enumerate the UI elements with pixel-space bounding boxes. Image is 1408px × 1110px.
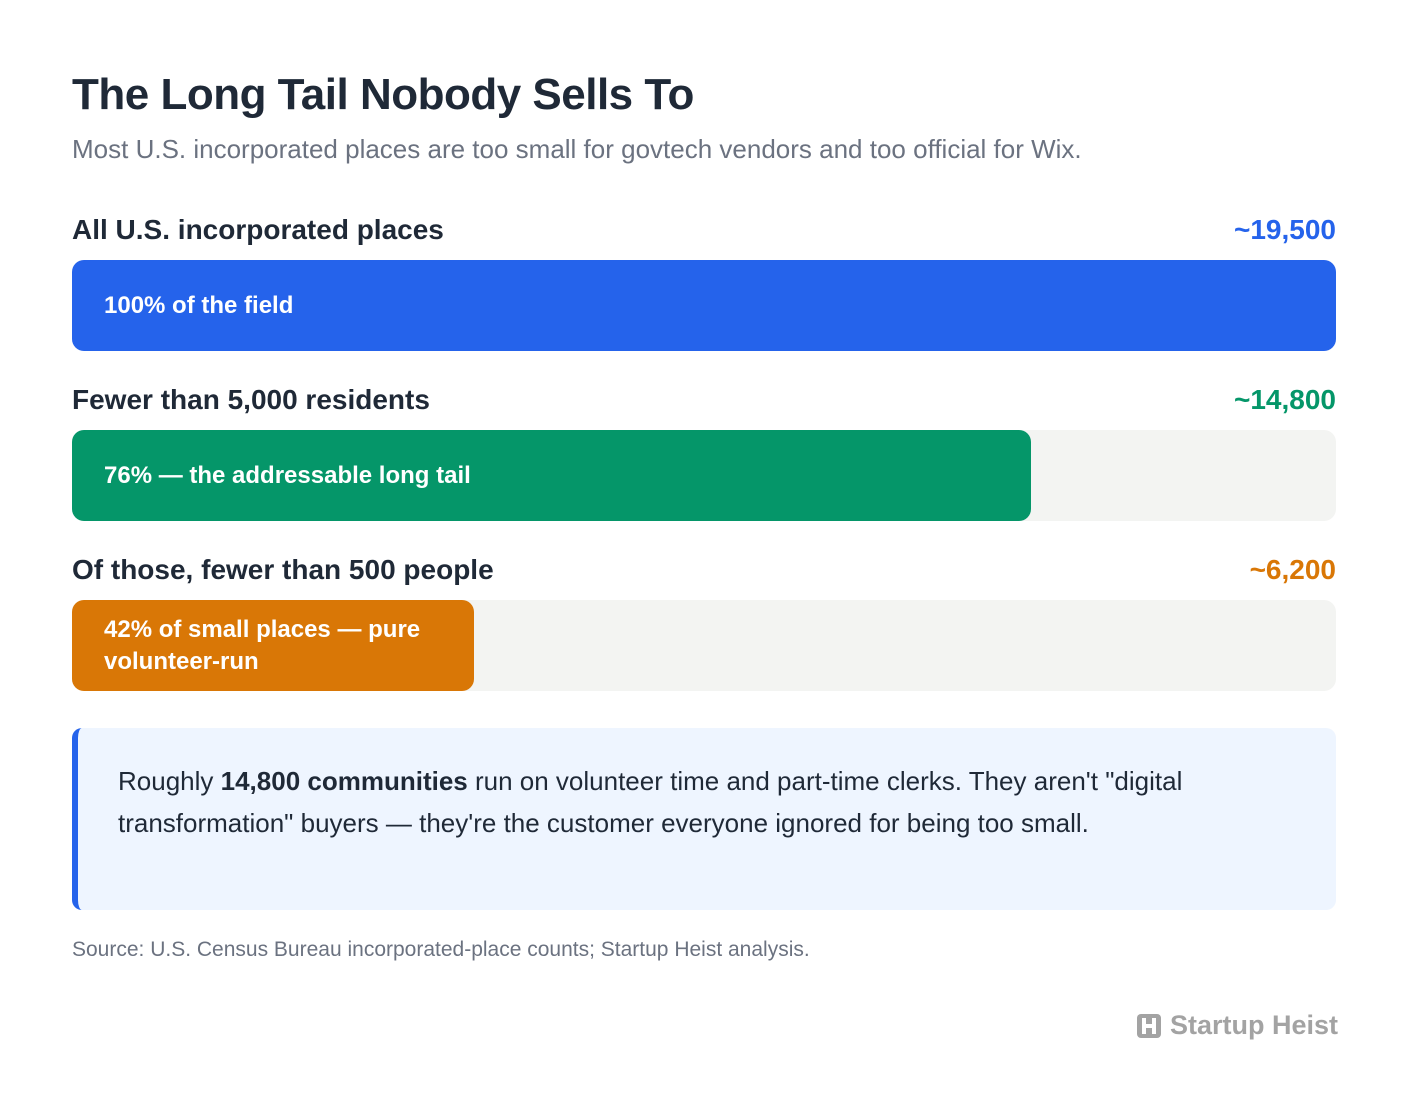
category-label: Of those, fewer than 500 people	[72, 554, 494, 585]
callout: Roughly 14,800 communities run on volunt…	[72, 728, 1336, 910]
callout-bold: 14,800 communities	[220, 766, 468, 796]
bar-annotation: 76% — the addressable long tail	[104, 461, 471, 489]
bar-track: 100% of the field	[72, 260, 1336, 351]
bar: 42% of small places — pure volunteer-run	[72, 600, 474, 691]
bar: 76% — the addressable long tail	[72, 430, 1032, 521]
value-label: ~14,800	[1234, 384, 1336, 415]
source-note: Source: U.S. Census Bureau incorporated-…	[72, 938, 810, 961]
bar-rows: All U.S. incorporated places ~19,500 100% …	[72, 210, 1336, 720]
category-label: All U.S. incorporated places	[72, 214, 444, 245]
bar-track: 42% of small places — pure volunteer-run	[72, 600, 1336, 691]
bar-row: Fewer than 5,000 residents ~14,800 76% — t…	[72, 380, 1336, 550]
brand-icon	[1136, 1013, 1161, 1038]
category-label: Fewer than 5,000 residents	[72, 384, 430, 415]
brand-name: Startup Heist	[1169, 1010, 1338, 1040]
chart-subtitle: Most U.S. incorporated places are too sm…	[72, 134, 1082, 164]
value-label: ~6,200	[1249, 554, 1336, 585]
callout-text: Roughly	[118, 766, 221, 796]
value-label: ~19,500	[1234, 214, 1336, 245]
bar-row: Of those, fewer than 500 people ~6,200 42%…	[72, 550, 1336, 720]
bar-annotation: 100% of the field	[104, 291, 294, 319]
bar: 100% of the field	[72, 260, 1336, 351]
brand: Startup Heist	[1136, 1010, 1338, 1041]
chart-title: The Long Tail Nobody Sells To	[72, 70, 694, 119]
bar-annotation: 42% of small places — pure volunteer-run	[104, 615, 421, 675]
bar-track: 76% — the addressable long tail	[72, 430, 1336, 521]
callout-text: run on volunteer time and part-time cler…	[118, 766, 1183, 838]
bar-row: All U.S. incorporated places ~19,500 100% …	[72, 210, 1336, 380]
